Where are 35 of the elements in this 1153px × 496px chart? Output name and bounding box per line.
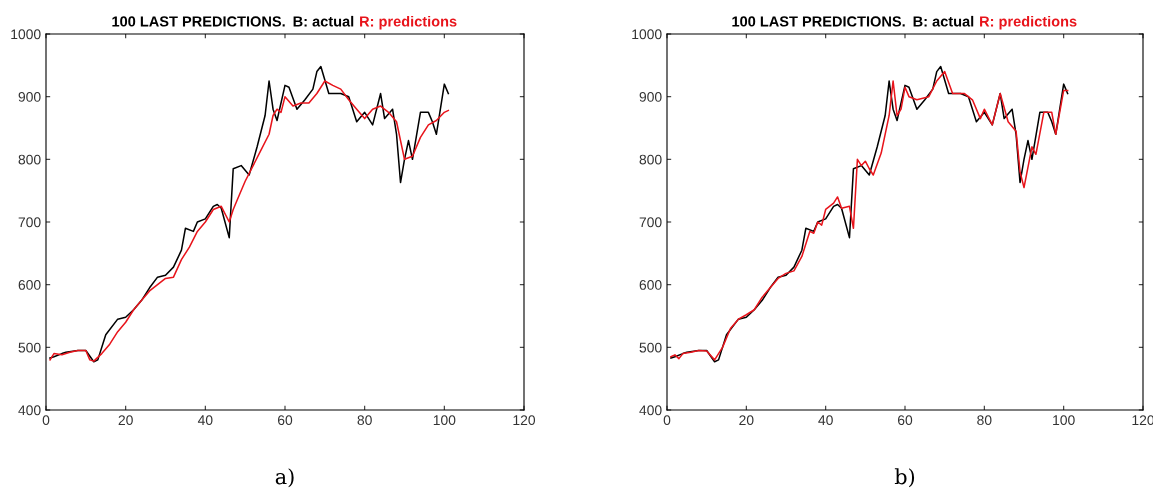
y-tick-label: 400 bbox=[639, 405, 662, 416]
x-tick-label: 100 bbox=[433, 415, 456, 426]
y-tick-label: 800 bbox=[639, 154, 662, 165]
x-tick-label: 0 bbox=[42, 415, 50, 426]
x-tick-label: 20 bbox=[118, 415, 133, 426]
y-tick-label: 700 bbox=[18, 217, 41, 228]
y-tick-label: 400 bbox=[18, 405, 41, 416]
y-tick-label: 800 bbox=[18, 154, 41, 165]
x-tick-label: 0 bbox=[663, 415, 671, 426]
y-tick-label: 900 bbox=[639, 92, 662, 102]
x-tick-label: 100 bbox=[1053, 415, 1075, 426]
x-tick-label: 80 bbox=[977, 415, 992, 426]
text: R: predictions bbox=[360, 15, 457, 30]
chart-title: 100 LAST PREDICTIONS. bbox=[112, 16, 285, 27]
y-tick-label: 500 bbox=[639, 342, 662, 353]
text: b) bbox=[894, 468, 915, 488]
x-tick-label: 60 bbox=[897, 415, 913, 426]
text: B: actual bbox=[293, 15, 354, 27]
y-tick-label: 600 bbox=[639, 280, 662, 290]
y-tick-label: 900 bbox=[18, 92, 41, 102]
x-tick-label: 40 bbox=[197, 415, 213, 426]
x-tick-label: 120 bbox=[513, 415, 536, 426]
x-tick-label: 20 bbox=[739, 415, 754, 426]
x-tick-label: 40 bbox=[818, 415, 833, 426]
text: B: actual bbox=[913, 15, 974, 27]
y-tick-label: 1000 bbox=[11, 29, 41, 40]
y-tick-label: 1000 bbox=[632, 29, 662, 40]
y-tick-label: 700 bbox=[639, 217, 662, 228]
x-tick-label: 80 bbox=[357, 415, 372, 426]
chart-title: 100 LAST PREDICTIONS. bbox=[732, 16, 905, 27]
x-tick-label: 60 bbox=[277, 415, 293, 426]
text: a) bbox=[275, 468, 294, 488]
text: R: predictions bbox=[980, 15, 1077, 30]
y-tick-label: 500 bbox=[18, 342, 41, 353]
y-tick-label: 600 bbox=[18, 280, 41, 290]
